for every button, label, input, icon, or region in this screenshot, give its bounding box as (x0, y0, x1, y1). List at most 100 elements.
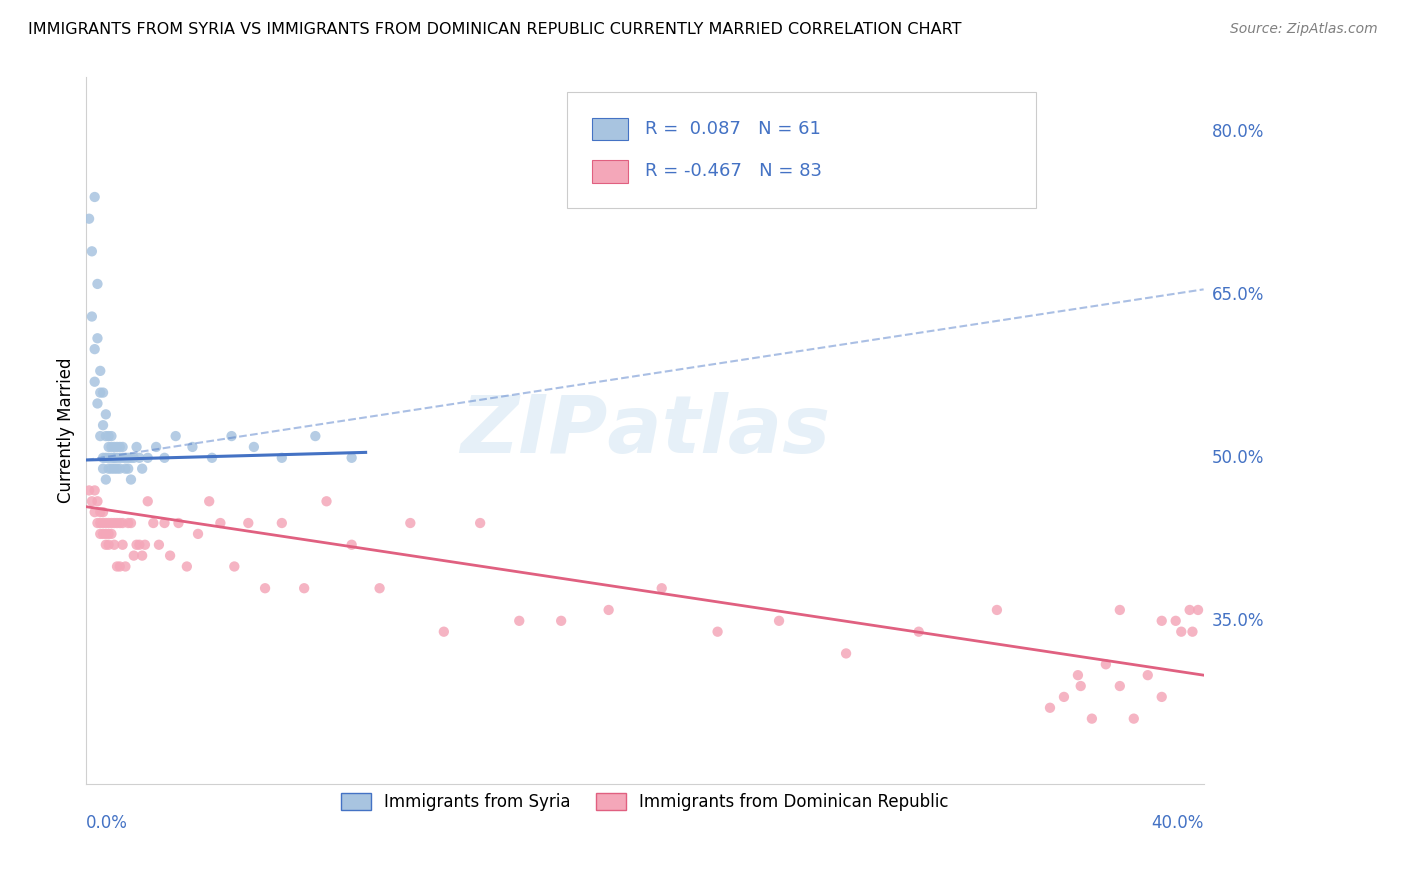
Point (153, 450, 176, 465)
Point (108, 559, 131, 574)
Text: 80.0%: 80.0% (1212, 123, 1264, 141)
Point (83, 483, 105, 498)
Point (94, 429, 117, 443)
Point (91, 505, 114, 519)
Point (91, 385, 114, 400)
Point (111, 516, 134, 530)
Text: Source: ZipAtlas.com: Source: ZipAtlas.com (1230, 22, 1378, 37)
Point (270, 450, 292, 465)
Point (105, 461, 128, 475)
Point (111, 450, 134, 465)
Point (86, 331, 108, 345)
Point (128, 450, 150, 465)
Point (550, 614, 572, 628)
Text: IMMIGRANTS FROM SYRIA VS IMMIGRANTS FROM DOMINICAN REPUBLIC CURRENTLY MARRIED CO: IMMIGRANTS FROM SYRIA VS IMMIGRANTS FROM… (28, 22, 962, 37)
Y-axis label: Currently Married: Currently Married (58, 358, 75, 503)
Point (100, 527, 122, 541)
Point (1150, 690, 1173, 704)
Point (103, 440, 125, 454)
Point (1187, 603, 1209, 617)
Point (89, 364, 111, 378)
Point (114, 559, 136, 574)
Point (91, 418, 114, 433)
Point (77, 211, 100, 226)
Point (117, 516, 139, 530)
Text: 0.0%: 0.0% (86, 814, 128, 832)
Point (1150, 614, 1173, 628)
Point (368, 581, 391, 595)
Point (108, 516, 131, 530)
Point (768, 614, 790, 628)
Point (145, 440, 167, 454)
FancyBboxPatch shape (567, 92, 1036, 208)
Point (114, 461, 136, 475)
Point (907, 624, 929, 639)
Point (128, 538, 150, 552)
Point (243, 440, 266, 454)
Point (224, 559, 246, 574)
FancyBboxPatch shape (592, 118, 628, 140)
Point (77, 483, 100, 498)
Point (103, 461, 125, 475)
Text: 50.0%: 50.0% (1212, 449, 1264, 467)
Point (1108, 679, 1130, 693)
Text: R =  0.087   N = 61: R = 0.087 N = 61 (645, 120, 821, 138)
Point (103, 450, 125, 465)
Point (111, 440, 134, 454)
Point (91, 516, 114, 530)
Point (131, 549, 153, 563)
Point (1070, 679, 1092, 693)
Point (94, 473, 117, 487)
Point (86, 396, 108, 410)
Point (86, 494, 108, 508)
Point (304, 429, 326, 443)
Point (399, 516, 422, 530)
Text: ZIP​atlas: ZIP​atlas (460, 392, 830, 470)
Point (1122, 712, 1144, 726)
Point (105, 516, 128, 530)
Point (221, 429, 243, 443)
Point (136, 450, 159, 465)
Point (315, 494, 337, 508)
Point (340, 450, 363, 465)
Point (125, 538, 148, 552)
Point (117, 461, 139, 475)
Point (94, 516, 117, 530)
Point (1164, 614, 1187, 628)
Point (91, 450, 114, 465)
Point (986, 603, 1008, 617)
Point (238, 516, 260, 530)
Point (105, 440, 128, 454)
Point (97, 440, 120, 454)
Point (136, 494, 159, 508)
Point (100, 516, 122, 530)
Point (103, 450, 125, 465)
Point (120, 516, 142, 530)
Point (80, 244, 103, 259)
Point (1170, 624, 1192, 639)
Point (1181, 624, 1204, 639)
Point (153, 516, 176, 530)
Point (1178, 603, 1201, 617)
Point (100, 450, 122, 465)
Point (292, 581, 315, 595)
Point (94, 408, 117, 422)
Point (83, 342, 105, 356)
Point (148, 538, 170, 552)
Point (651, 581, 673, 595)
Point (100, 429, 122, 443)
Point (86, 277, 108, 291)
Point (270, 516, 292, 530)
Point (100, 440, 122, 454)
Point (89, 385, 111, 400)
Point (122, 450, 145, 465)
Point (1136, 668, 1159, 682)
Point (94, 527, 117, 541)
Point (111, 538, 134, 552)
Point (706, 624, 728, 639)
Point (100, 461, 122, 475)
Point (80, 310, 103, 324)
Point (97, 527, 120, 541)
Point (1081, 712, 1104, 726)
Point (97, 429, 120, 443)
